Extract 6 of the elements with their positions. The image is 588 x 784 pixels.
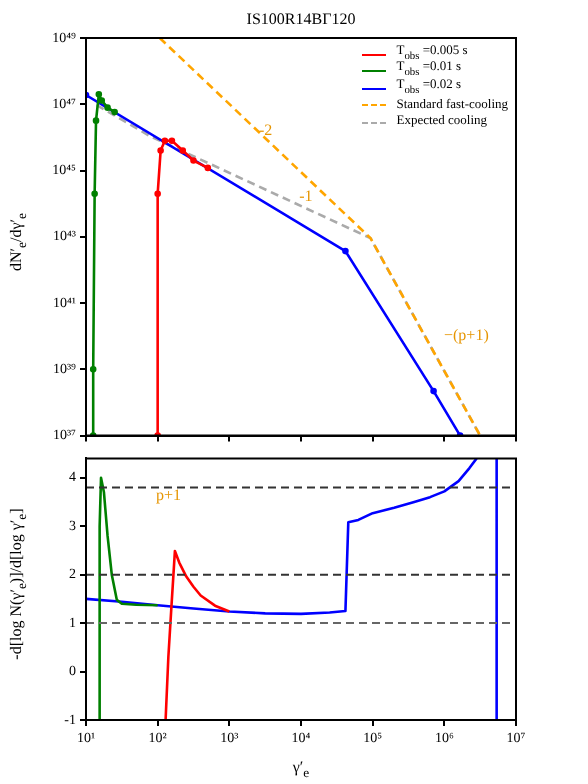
annotation: −(p+1) [444, 326, 489, 344]
chart-title: IS100R14BΓ120 [246, 10, 356, 28]
annotation: p+1 [156, 486, 182, 504]
annotation: -2 [258, 120, 273, 139]
annotation: -1 [299, 187, 313, 206]
x-axis-title: γ′$_{e}$ [292, 758, 310, 783]
